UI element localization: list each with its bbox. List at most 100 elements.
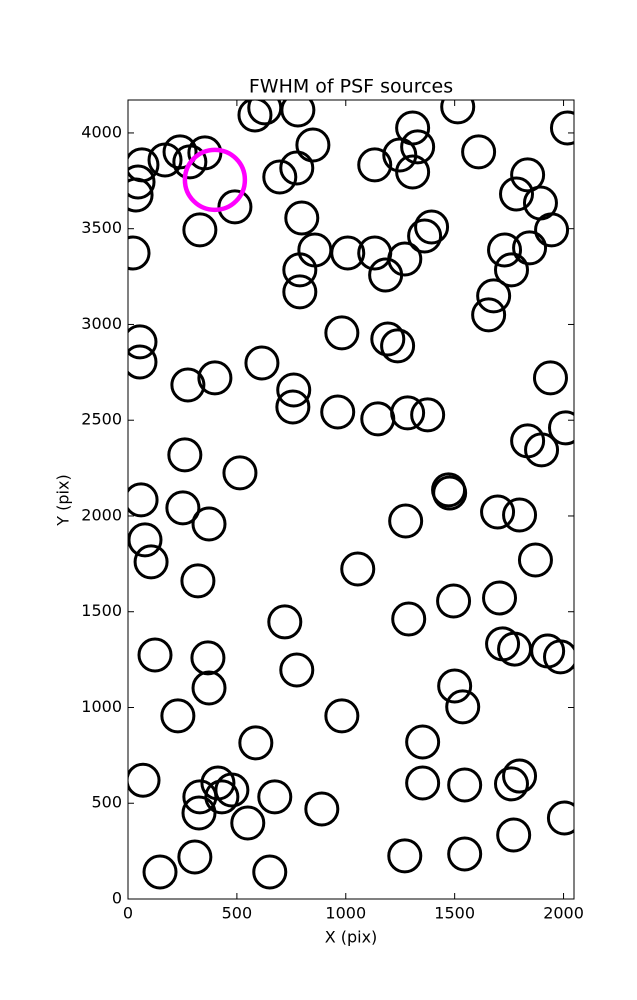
psf-source: [447, 836, 483, 872]
psf-source: [237, 100, 273, 133]
psf-source: [432, 475, 468, 511]
x-tick-label: 2000: [543, 904, 584, 923]
y-tick-label: 500: [91, 793, 122, 812]
psf-source: [267, 604, 303, 640]
x-tick-label: 1000: [325, 904, 366, 923]
psf-source: [395, 154, 431, 190]
psf-source: [482, 580, 518, 616]
psf-source: [320, 394, 356, 430]
psf-source: [160, 698, 196, 734]
psf-source: [137, 637, 173, 673]
psf-source: [128, 762, 161, 798]
x-tick-label: 0: [123, 904, 133, 923]
psf-source: [257, 779, 293, 815]
psf-source: [496, 817, 532, 853]
psf-source: [387, 838, 423, 874]
psf-source: [447, 767, 483, 803]
psf-source: [279, 150, 315, 186]
psf-source: [133, 544, 169, 580]
psf-source: [190, 640, 226, 676]
psf-source: [222, 455, 258, 491]
psf-source: [182, 212, 218, 248]
psf-source: [197, 360, 233, 396]
psf-source: [284, 200, 320, 236]
psf-source: [230, 805, 266, 841]
psf-source: [128, 344, 158, 380]
y-tick-label: 2000: [81, 505, 122, 524]
y-tick-label: 1000: [81, 697, 122, 716]
psf-source: [493, 766, 529, 802]
psf-source: [128, 235, 151, 271]
psf-source: [282, 274, 318, 310]
y-tick-label: 0: [112, 889, 122, 908]
psf-source: [436, 583, 472, 619]
y-tick-label: 3500: [81, 218, 122, 237]
psf-source: [324, 315, 360, 351]
plot-frame: [127, 99, 575, 900]
psf-source: [543, 639, 574, 675]
psf-source: [167, 437, 203, 473]
y-tick-label: 2500: [81, 410, 122, 429]
psf-source: [380, 328, 416, 364]
chart-title: FWHM of PSF sources: [249, 76, 453, 98]
psf-source: [391, 601, 427, 637]
psf-source: [128, 482, 159, 518]
y-tick-label: 1500: [81, 601, 122, 620]
psf-source: [280, 100, 316, 128]
psf-source: [357, 147, 393, 183]
psf-source: [512, 230, 548, 266]
psf-source: [191, 506, 227, 542]
y-tick-label: 4000: [81, 122, 122, 141]
psf-source: [295, 127, 331, 163]
psf-source: [279, 652, 315, 688]
psf-source: [244, 345, 280, 381]
psf-source: [548, 410, 574, 446]
psf-source: [471, 297, 507, 333]
psf-source: [390, 395, 426, 431]
psf-source: [480, 494, 516, 530]
psf-source: [128, 324, 158, 360]
psf-source: [128, 164, 156, 200]
psf-source: [191, 670, 227, 706]
psf-source: [445, 689, 481, 725]
psf-source: [510, 157, 546, 193]
psf-source: [238, 725, 274, 761]
psf-source: [410, 397, 446, 433]
psf-source: [282, 252, 318, 288]
x-tick-label: 1500: [434, 904, 475, 923]
psf-source: [370, 321, 406, 357]
psf-source: [304, 791, 340, 827]
psf-source: [549, 110, 574, 146]
highlight-source: [182, 147, 248, 213]
psf-source: [493, 252, 529, 288]
psf-source: [499, 176, 535, 212]
psf-source: [517, 542, 553, 578]
psf-source: [546, 800, 574, 836]
psf-source: [165, 490, 201, 526]
psf-source: [388, 503, 424, 539]
psf-source: [476, 278, 512, 314]
psf-source: [252, 854, 288, 890]
psf-source: [170, 367, 206, 403]
psf-source: [407, 218, 443, 254]
psf-source: [217, 189, 253, 225]
psf-source: [180, 563, 216, 599]
psf-source: [440, 100, 476, 125]
psf-source: [395, 110, 431, 146]
x-axis-label: X (pix): [325, 928, 378, 947]
y-axis-label: Y (pix): [54, 474, 73, 526]
psf-source: [275, 389, 311, 425]
psf-source: [400, 129, 436, 165]
psf-source: [414, 209, 450, 245]
psf-source: [172, 144, 208, 180]
psf-source: [276, 372, 312, 408]
psf-source: [524, 432, 560, 468]
psf-source: [262, 159, 298, 195]
psf-source: [461, 134, 497, 170]
psf-source: [330, 235, 366, 271]
x-tick-label: 500: [222, 904, 253, 923]
psf-source: [162, 134, 198, 170]
psf-source: [324, 698, 360, 734]
